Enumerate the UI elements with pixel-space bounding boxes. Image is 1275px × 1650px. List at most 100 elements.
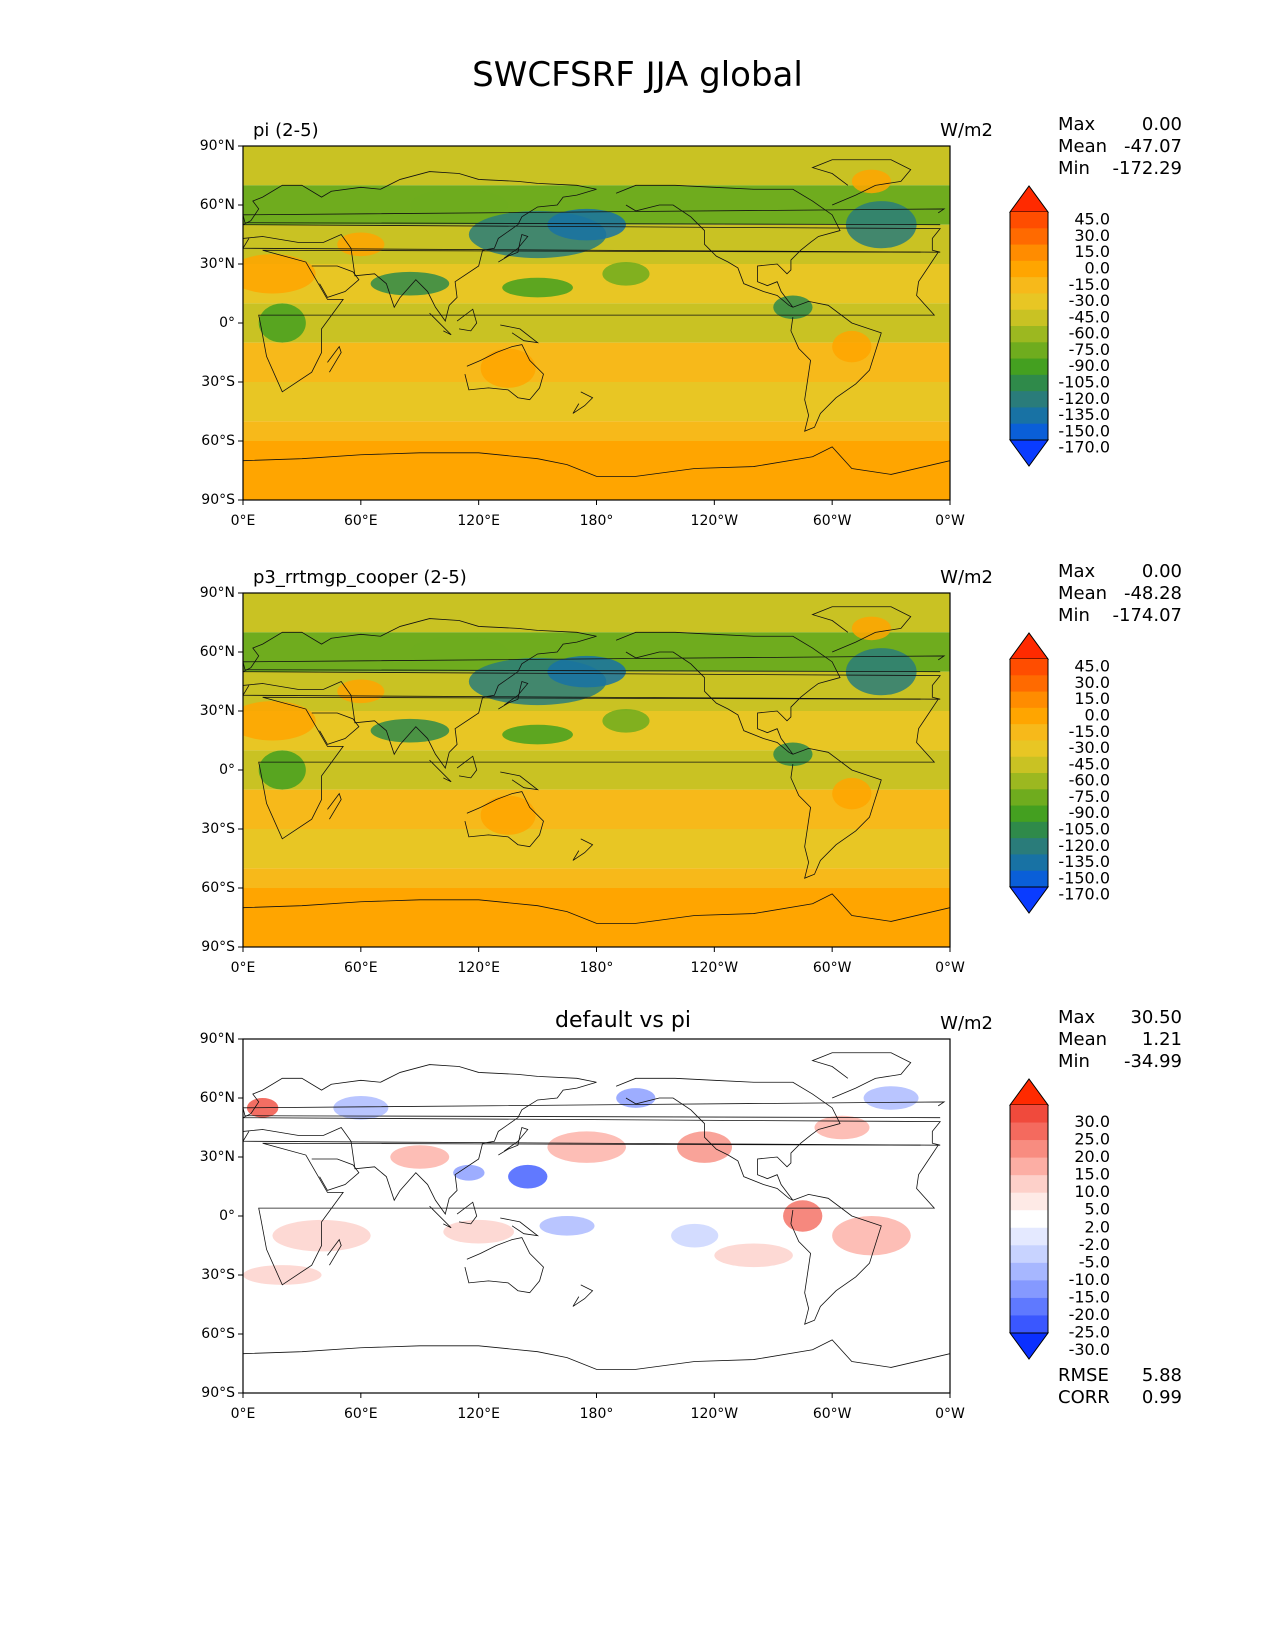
field-blob bbox=[243, 701, 316, 741]
colorbar-segment bbox=[1010, 1315, 1048, 1334]
lat-tick-label: 90°S bbox=[201, 1385, 235, 1401]
lon-tick-label: 120°E bbox=[457, 513, 500, 529]
field-blob bbox=[409, 636, 509, 668]
coastline bbox=[327, 345, 342, 373]
colorbar-segment bbox=[1010, 423, 1048, 441]
coastline bbox=[243, 1064, 942, 1215]
colorbar-frame bbox=[1009, 212, 1049, 440]
panel-units: W/m2 bbox=[940, 120, 993, 141]
map-svg: 90°N 60°N 30°N 0° 30°S 60°S 90°S 0°E 60°E 120°E 18… bbox=[200, 1031, 1110, 1422]
stat-row: Mean -48.28 bbox=[1058, 583, 1182, 605]
colorbar-tick-label: -105.0 bbox=[1058, 373, 1110, 392]
colorbar-segment bbox=[1010, 244, 1048, 262]
field-band bbox=[243, 868, 950, 888]
coastline bbox=[429, 759, 452, 783]
field-blob bbox=[502, 724, 573, 745]
metric-row: RMSE 5.88 bbox=[1058, 1365, 1182, 1387]
colorbar-tick-label: -30.0 bbox=[1069, 291, 1110, 310]
field-blob bbox=[814, 1115, 870, 1140]
field-blob bbox=[258, 303, 306, 343]
metric-label: RMSE bbox=[1058, 1365, 1109, 1386]
field-band bbox=[243, 382, 950, 422]
metric-row: CORR 0.99 bbox=[1058, 1387, 1182, 1409]
coastline bbox=[464, 344, 544, 401]
colorbar-tick-label: -120.0 bbox=[1058, 389, 1110, 408]
map-field bbox=[243, 146, 950, 500]
lon-tick-label: 120°W bbox=[691, 960, 739, 976]
colorbar-tick-label: -105.0 bbox=[1058, 820, 1110, 839]
field-band bbox=[243, 441, 950, 500]
lat-tick-label: 30°N bbox=[200, 256, 235, 272]
field-blob bbox=[832, 1216, 911, 1256]
colorbar-tick-label: -15.0 bbox=[1069, 275, 1110, 294]
stat-row: Min -174.07 bbox=[1058, 605, 1182, 627]
stat-row: Mean -47.07 bbox=[1058, 136, 1182, 158]
stat-value: -48.28 bbox=[1123, 583, 1182, 604]
map-svg: 90°N 60°N 30°N 0° 30°S 60°S 90°S 0°E 60°E 120°E 18… bbox=[200, 138, 1110, 529]
coastline bbox=[572, 838, 594, 861]
colorbar-segment bbox=[1010, 293, 1048, 311]
field-band bbox=[243, 342, 950, 382]
colorbar-tick-label: 10.0 bbox=[1074, 1182, 1110, 1201]
stat-label: Mean bbox=[1058, 583, 1108, 604]
field-band bbox=[243, 264, 950, 304]
colorbar-segment bbox=[1010, 707, 1048, 725]
coastline bbox=[243, 655, 946, 673]
colorbar-segment bbox=[1010, 212, 1048, 229]
metric-label: CORR bbox=[1058, 1387, 1110, 1408]
colorbar-segment bbox=[1010, 1280, 1048, 1299]
colorbar-extend-min bbox=[1009, 439, 1049, 467]
field-blob bbox=[547, 1131, 626, 1163]
coastline bbox=[572, 391, 594, 414]
colorbar-segment bbox=[1010, 309, 1048, 327]
lat-tick-label: 30°S bbox=[201, 1267, 235, 1283]
field-blob bbox=[539, 1216, 595, 1236]
stat-label: Max bbox=[1058, 561, 1096, 582]
coastline bbox=[500, 324, 540, 344]
lat-tick-label: 60°N bbox=[200, 1090, 235, 1106]
field-blob bbox=[508, 1164, 548, 1189]
coastline bbox=[243, 1101, 946, 1119]
field-blob bbox=[547, 208, 626, 241]
coastline bbox=[790, 747, 882, 879]
colorbar-tick-label: 30.0 bbox=[1074, 226, 1110, 245]
stat-row: Min -172.29 bbox=[1058, 158, 1182, 180]
field-band bbox=[243, 711, 950, 751]
colorbar-tick-label: 45.0 bbox=[1074, 210, 1110, 229]
field-blob bbox=[243, 254, 316, 294]
coastline bbox=[790, 1193, 882, 1325]
lon-tick-label: 60°E bbox=[344, 513, 378, 529]
lat-tick-label: 0° bbox=[219, 1208, 235, 1224]
coastline bbox=[456, 755, 478, 779]
coastline bbox=[311, 1158, 360, 1191]
field-blob bbox=[832, 330, 872, 363]
colorbar-segment bbox=[1010, 326, 1048, 343]
colorbar-tick-label: -45.0 bbox=[1069, 754, 1110, 773]
field-band bbox=[243, 888, 950, 947]
stat-value: 0.00 bbox=[1141, 114, 1182, 135]
map-field bbox=[243, 1039, 950, 1393]
colorbar-tick-label: -75.0 bbox=[1069, 340, 1110, 359]
colorbar-tick-label: 25.0 bbox=[1074, 1130, 1110, 1149]
coastline bbox=[327, 792, 342, 820]
colorbar-extend-max bbox=[1009, 632, 1049, 660]
colorbar-tick-label: 15.0 bbox=[1074, 1165, 1110, 1184]
lat-tick-label: 60°N bbox=[200, 644, 235, 660]
colorbar-segment bbox=[1010, 1105, 1048, 1124]
colorbar-tick-label: 30.0 bbox=[1074, 673, 1110, 692]
colorbar-segment bbox=[1010, 1227, 1048, 1246]
coastline bbox=[790, 300, 882, 432]
map-svg: 90°N 60°N 30°N 0° 30°S 60°S 90°S 0°E 60°E 120°E 18… bbox=[200, 585, 1110, 976]
stat-row: Min -34.99 bbox=[1058, 1051, 1182, 1073]
stat-row: Max 0.00 bbox=[1058, 114, 1182, 136]
stat-value: -174.07 bbox=[1112, 605, 1182, 626]
colorbar-segment bbox=[1010, 1140, 1048, 1159]
coastline bbox=[464, 1237, 544, 1294]
coastline bbox=[311, 265, 360, 298]
stat-row: Max 30.50 bbox=[1058, 1007, 1182, 1029]
stat-label: Min bbox=[1058, 158, 1090, 179]
lat-tick-label: 60°S bbox=[201, 1326, 235, 1342]
colorbar-segment bbox=[1010, 1175, 1048, 1194]
lat-tick-label: 60°N bbox=[200, 197, 235, 213]
coastline bbox=[615, 1077, 841, 1201]
